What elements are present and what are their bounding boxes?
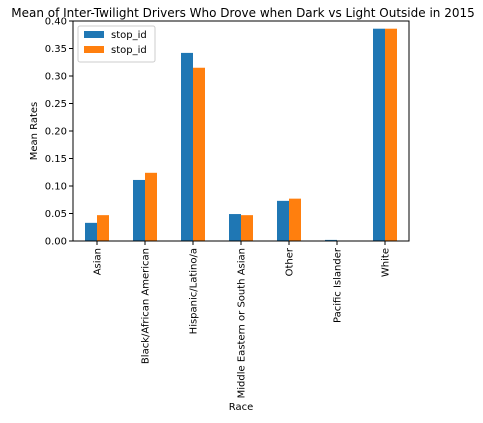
- x-tick-label: Middle Eastern or South Asian: [237, 248, 248, 398]
- legend-label-1: stop_id: [111, 30, 147, 41]
- y-tick-label: 0.40: [45, 17, 67, 28]
- x-tick-label: Hispanic/Latino/a: [189, 248, 200, 334]
- y-axis: 0.00 0.05 0.10 0.15 0.20 0.25 0.30 0.35 0.40: [45, 17, 73, 248]
- bar-2-3: [241, 215, 253, 241]
- bar-1-4: [277, 200, 289, 241]
- chart-title: Mean of Inter-Twilight Drivers Who Drove…: [11, 6, 474, 20]
- y-tick-label: 0.20: [45, 127, 67, 138]
- bar-2-0: [97, 215, 109, 241]
- x-tick-label: Other: [285, 247, 296, 276]
- bar-1-0: [85, 222, 97, 241]
- x-tick-label: Pacific Islander: [333, 247, 344, 323]
- y-tick-label: 0.00: [45, 237, 67, 248]
- bar-1-3: [229, 214, 241, 241]
- bar-1-1: [133, 179, 145, 241]
- y-tick-label: 0.10: [45, 182, 67, 193]
- x-tick-label: Black/African American: [141, 248, 152, 364]
- bar-2-1: [145, 172, 157, 241]
- bars-group: [85, 28, 397, 242]
- bar-2-6: [385, 28, 397, 242]
- x-tick-label: Asian: [93, 248, 104, 275]
- x-axis-label: Race: [229, 402, 254, 413]
- bar-1-5: [325, 239, 337, 241]
- y-tick-label: 0.15: [45, 154, 67, 165]
- legend: stop_id stop_id: [77, 25, 156, 63]
- y-tick-label: 0.30: [45, 72, 67, 83]
- legend-swatch-1: [84, 31, 104, 38]
- y-axis-label: Mean Rates: [29, 102, 40, 161]
- x-axis: Asian Black/African American Hispanic/Lati…: [93, 241, 392, 398]
- bar-2-4: [289, 198, 301, 241]
- bar-2-2: [193, 67, 205, 241]
- y-tick-label: 0.35: [45, 44, 67, 55]
- y-tick-label: 0.05: [45, 209, 67, 220]
- y-tick-label: 0.25: [45, 99, 67, 110]
- legend-swatch-2: [84, 46, 104, 53]
- bar-1-6: [373, 28, 385, 242]
- bar-1-2: [181, 52, 193, 242]
- legend-label-2: stop_id: [111, 45, 147, 56]
- x-tick-label: White: [381, 248, 392, 277]
